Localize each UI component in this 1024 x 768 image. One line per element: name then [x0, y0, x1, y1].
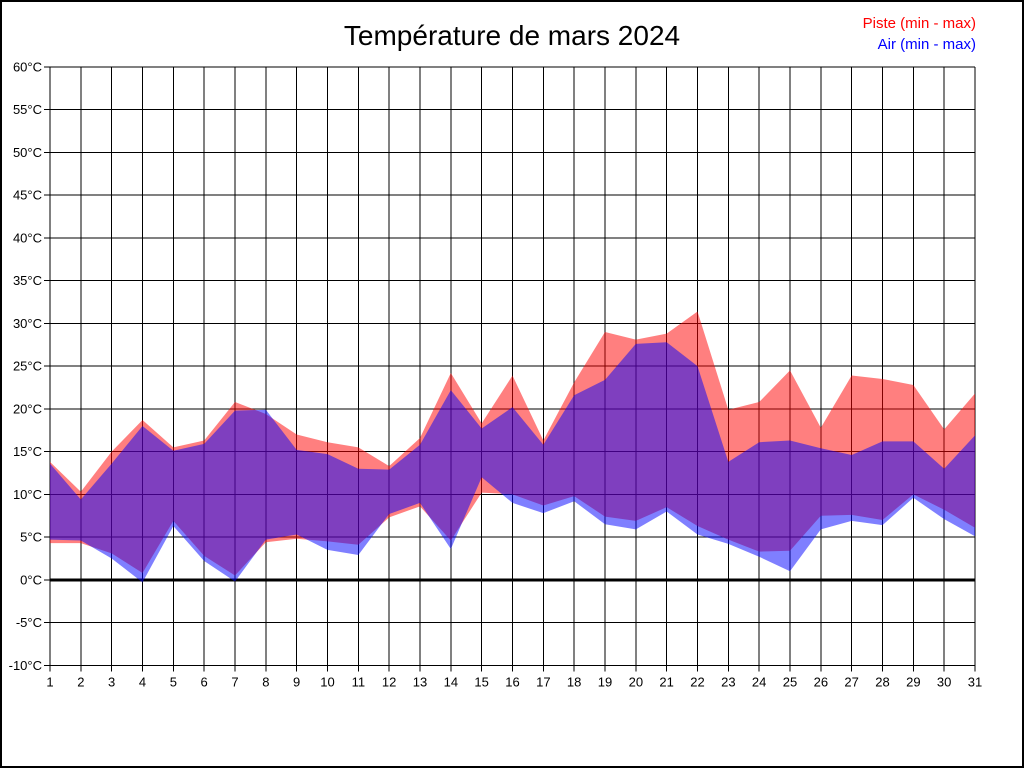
svg-text:19: 19	[598, 674, 612, 689]
svg-text:21: 21	[659, 674, 673, 689]
air-band	[50, 342, 975, 583]
svg-text:25°C: 25°C	[13, 359, 42, 374]
grid	[49, 66, 976, 666]
svg-text:-10°C: -10°C	[9, 658, 42, 673]
svg-text:29: 29	[906, 674, 920, 689]
svg-text:30: 30	[937, 674, 951, 689]
svg-text:26: 26	[814, 674, 828, 689]
svg-text:35°C: 35°C	[13, 273, 42, 288]
svg-text:14: 14	[444, 674, 458, 689]
legend: Piste (min - max) Air (min - max)	[863, 13, 976, 55]
svg-text:45°C: 45°C	[13, 188, 42, 203]
svg-text:20: 20	[629, 674, 643, 689]
svg-text:50°C: 50°C	[13, 145, 42, 160]
svg-text:7: 7	[231, 674, 238, 689]
svg-text:40°C: 40°C	[13, 230, 42, 245]
svg-text:28: 28	[875, 674, 889, 689]
svg-text:3: 3	[108, 674, 115, 689]
svg-text:17: 17	[536, 674, 550, 689]
y-axis-labels: 60°C 55°C 50°C 45°C 40°C 35°C 30°C 25°C 20°C 15°C…	[9, 60, 42, 673]
svg-text:22: 22	[690, 674, 704, 689]
svg-text:2: 2	[77, 674, 84, 689]
svg-text:15: 15	[474, 674, 488, 689]
svg-text:25: 25	[783, 674, 797, 689]
svg-text:20°C: 20°C	[13, 401, 42, 416]
svg-text:16: 16	[505, 674, 519, 689]
svg-text:30°C: 30°C	[13, 316, 42, 331]
svg-text:9: 9	[293, 674, 300, 689]
svg-text:5: 5	[170, 674, 177, 689]
axis-ticks	[44, 66, 976, 672]
legend-item-air: Air (min - max)	[877, 36, 976, 53]
legend-item-piste: Piste (min - max)	[862, 15, 976, 32]
svg-text:0°C: 0°C	[20, 572, 42, 587]
svg-text:23: 23	[721, 674, 735, 689]
svg-text:60°C: 60°C	[13, 60, 42, 75]
svg-text:11: 11	[352, 674, 366, 689]
svg-text:10°C: 10°C	[13, 487, 42, 502]
svg-text:13: 13	[413, 674, 427, 689]
svg-text:1: 1	[46, 674, 53, 689]
x-axis-labels: 1 2 3 4 5 6 7 8 9 10 11 12 13 14 15 16 17 18 19 20 21 22 23 24 2…	[46, 674, 982, 689]
svg-text:12: 12	[382, 674, 396, 689]
svg-text:55°C: 55°C	[13, 102, 42, 117]
svg-text:24: 24	[752, 674, 766, 689]
chart-title: Température de mars 2024	[343, 20, 681, 51]
svg-text:4: 4	[139, 674, 146, 689]
svg-text:6: 6	[201, 674, 208, 689]
svg-text:15°C: 15°C	[13, 444, 42, 459]
svg-text:-5°C: -5°C	[16, 615, 42, 630]
svg-text:31: 31	[968, 674, 982, 689]
svg-text:10: 10	[320, 674, 334, 689]
svg-text:8: 8	[262, 674, 269, 689]
svg-text:27: 27	[844, 674, 858, 689]
svg-text:5°C: 5°C	[20, 530, 42, 545]
svg-text:18: 18	[567, 674, 581, 689]
